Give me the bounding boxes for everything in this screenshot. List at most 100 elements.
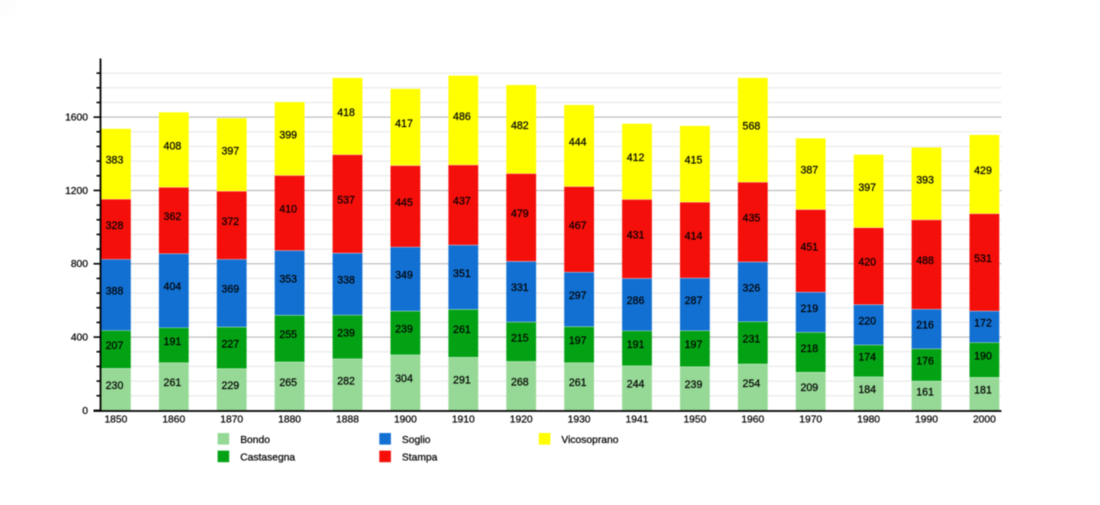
svg-text:265: 265 — [279, 377, 297, 389]
svg-text:215: 215 — [511, 332, 529, 344]
svg-text:372: 372 — [221, 216, 239, 228]
svg-text:1900: 1900 — [394, 414, 417, 425]
svg-text:1920: 1920 — [510, 414, 533, 425]
svg-text:537: 537 — [337, 194, 355, 206]
svg-text:207: 207 — [106, 340, 124, 352]
svg-text:362: 362 — [164, 211, 182, 223]
svg-text:1860: 1860 — [162, 414, 185, 425]
svg-text:568: 568 — [743, 121, 761, 133]
svg-text:369: 369 — [221, 284, 239, 296]
svg-text:351: 351 — [453, 268, 471, 280]
svg-text:172: 172 — [974, 317, 992, 329]
svg-text:800: 800 — [71, 259, 88, 270]
svg-text:415: 415 — [685, 155, 703, 167]
svg-text:399: 399 — [279, 129, 297, 141]
svg-text:418: 418 — [337, 107, 355, 119]
svg-text:297: 297 — [569, 290, 587, 302]
svg-text:326: 326 — [743, 282, 761, 294]
svg-text:1200: 1200 — [65, 186, 88, 197]
svg-text:1880: 1880 — [278, 414, 301, 425]
svg-text:410: 410 — [279, 204, 297, 216]
svg-text:231: 231 — [743, 333, 761, 345]
svg-text:1970: 1970 — [799, 414, 822, 425]
svg-text:1888: 1888 — [336, 414, 359, 425]
svg-text:287: 287 — [685, 295, 703, 307]
svg-text:255: 255 — [279, 329, 297, 341]
svg-text:388: 388 — [106, 285, 124, 297]
svg-text:291: 291 — [453, 374, 471, 386]
svg-text:174: 174 — [858, 351, 876, 363]
svg-text:531: 531 — [974, 253, 992, 265]
svg-text:383: 383 — [106, 155, 124, 167]
svg-text:353: 353 — [279, 273, 297, 285]
svg-text:229: 229 — [221, 380, 239, 392]
svg-text:197: 197 — [685, 339, 703, 351]
svg-text:1980: 1980 — [857, 414, 880, 425]
svg-text:1600: 1600 — [65, 113, 88, 124]
svg-text:176: 176 — [916, 355, 934, 367]
svg-text:482: 482 — [511, 120, 529, 132]
svg-text:1990: 1990 — [915, 414, 938, 425]
svg-text:445: 445 — [395, 197, 413, 209]
svg-text:467: 467 — [569, 220, 587, 232]
svg-text:190: 190 — [974, 351, 992, 363]
svg-text:417: 417 — [395, 118, 413, 130]
svg-text:1941: 1941 — [626, 414, 649, 425]
svg-text:387: 387 — [800, 165, 818, 177]
svg-text:Soglio: Soglio — [402, 435, 431, 446]
svg-text:420: 420 — [858, 257, 876, 269]
svg-text:268: 268 — [511, 377, 529, 389]
svg-text:0: 0 — [82, 406, 88, 417]
svg-text:209: 209 — [800, 382, 818, 394]
svg-text:397: 397 — [221, 145, 239, 157]
svg-text:220: 220 — [858, 315, 876, 327]
svg-text:486: 486 — [453, 111, 471, 123]
svg-text:197: 197 — [569, 335, 587, 347]
svg-text:219: 219 — [800, 303, 818, 315]
svg-text:1950: 1950 — [683, 414, 706, 425]
svg-text:Castasegna: Castasegna — [240, 453, 295, 464]
svg-text:239: 239 — [685, 379, 703, 391]
svg-text:261: 261 — [569, 377, 587, 389]
svg-text:431: 431 — [627, 229, 645, 241]
svg-text:184: 184 — [858, 384, 876, 396]
svg-text:1910: 1910 — [452, 414, 475, 425]
svg-text:239: 239 — [337, 328, 355, 340]
svg-text:393: 393 — [916, 174, 934, 186]
svg-text:261: 261 — [453, 324, 471, 336]
svg-text:244: 244 — [627, 379, 645, 391]
svg-text:218: 218 — [800, 343, 818, 355]
svg-text:1850: 1850 — [104, 414, 127, 425]
svg-text:191: 191 — [627, 339, 645, 351]
svg-text:488: 488 — [916, 255, 934, 267]
svg-text:437: 437 — [453, 196, 471, 208]
svg-text:239: 239 — [395, 323, 413, 335]
svg-text:230: 230 — [106, 380, 124, 392]
svg-text:254: 254 — [743, 378, 761, 390]
svg-text:2000: 2000 — [973, 414, 996, 425]
svg-text:Stampa: Stampa — [402, 453, 438, 464]
svg-text:1960: 1960 — [741, 414, 764, 425]
svg-text:404: 404 — [164, 281, 182, 293]
svg-text:1870: 1870 — [220, 414, 243, 425]
svg-text:1930: 1930 — [568, 414, 591, 425]
svg-text:328: 328 — [106, 220, 124, 232]
svg-text:397: 397 — [858, 182, 876, 194]
svg-text:181: 181 — [974, 385, 992, 397]
svg-text:429: 429 — [974, 165, 992, 177]
svg-text:349: 349 — [395, 270, 413, 282]
svg-text:400: 400 — [71, 332, 88, 343]
svg-text:414: 414 — [685, 231, 703, 243]
svg-text:261: 261 — [164, 377, 182, 389]
svg-text:331: 331 — [511, 282, 529, 294]
svg-text:412: 412 — [627, 152, 645, 164]
svg-text:191: 191 — [164, 336, 182, 348]
svg-text:Vicosoprano: Vicosoprano — [561, 435, 618, 446]
svg-text:479: 479 — [511, 208, 529, 220]
svg-text:451: 451 — [800, 241, 818, 253]
svg-text:408: 408 — [164, 140, 182, 152]
svg-text:435: 435 — [743, 213, 761, 225]
svg-text:338: 338 — [337, 275, 355, 287]
svg-text:216: 216 — [916, 320, 934, 332]
svg-text:161: 161 — [916, 386, 934, 398]
